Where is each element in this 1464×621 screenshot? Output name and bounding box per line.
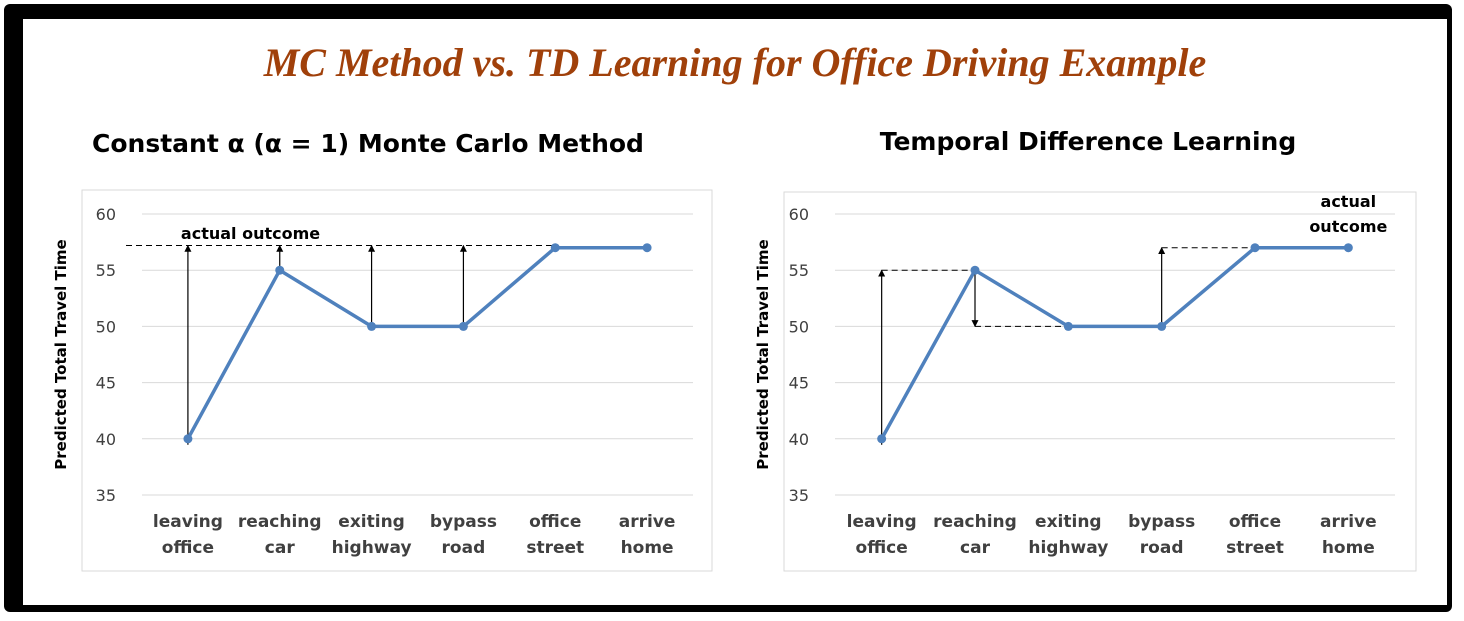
mc-chart-title: Constant α (α = 1) Monte Carlo Method bbox=[92, 129, 644, 158]
y-tick-label: 35 bbox=[789, 486, 809, 505]
chart-border bbox=[81, 189, 713, 572]
y-tick-label: 50 bbox=[96, 317, 116, 336]
data-point bbox=[275, 265, 285, 275]
x-tick-label: leaving office bbox=[847, 512, 917, 558]
y-tick-label: 45 bbox=[789, 374, 809, 393]
data-point bbox=[550, 243, 560, 253]
mc-chart: 35 40 45 50 55 60 Predicted Total Travel Time l… bbox=[52, 189, 713, 572]
x-tick-label: arrive home bbox=[1320, 512, 1377, 558]
data-point bbox=[642, 243, 652, 253]
data-point bbox=[1157, 321, 1167, 331]
y-tick-label: 55 bbox=[789, 261, 809, 280]
x-tick-label: leaving office bbox=[153, 512, 223, 558]
data-point bbox=[458, 321, 468, 331]
y-axis-label: Predicted Total Travel Time bbox=[52, 239, 70, 469]
x-tick-label: bypass road bbox=[430, 512, 497, 558]
chart-border bbox=[783, 191, 1417, 572]
data-point bbox=[1343, 243, 1353, 253]
x-tick-label: reaching car bbox=[933, 512, 1017, 558]
y-tick-label: 45 bbox=[96, 374, 116, 393]
y-tick-label: 60 bbox=[789, 205, 809, 224]
slide-area: MC Method vs. TD Learning for Office Dri… bbox=[23, 19, 1447, 605]
annotation-label: actual outcome bbox=[181, 224, 320, 243]
y-tick-label: 35 bbox=[96, 486, 116, 505]
annotation-label: actual outcome bbox=[1309, 192, 1387, 236]
x-tick-label: office street bbox=[526, 512, 584, 558]
series-line bbox=[880, 245, 1349, 440]
data-point bbox=[1250, 243, 1260, 253]
y-tick-label: 55 bbox=[96, 261, 116, 280]
y-tick-label: 50 bbox=[789, 317, 809, 336]
x-tick-label: exiting highway bbox=[332, 512, 412, 558]
data-point bbox=[183, 434, 193, 444]
x-tick-label: office street bbox=[1226, 512, 1284, 558]
series-line bbox=[186, 245, 648, 440]
data-point bbox=[1063, 321, 1073, 331]
x-tick-label: reaching car bbox=[238, 512, 322, 558]
data-point bbox=[970, 265, 980, 275]
td-chart-title: Temporal Difference Learning bbox=[879, 127, 1297, 156]
y-tick-label: 40 bbox=[789, 430, 809, 449]
x-tick-label: arrive home bbox=[619, 512, 676, 558]
y-axis-label: Predicted Total Travel Time bbox=[754, 239, 772, 469]
y-tick-label: 40 bbox=[96, 430, 116, 449]
x-tick-label: bypass road bbox=[1128, 512, 1195, 558]
x-tick-label: exiting highway bbox=[1028, 512, 1108, 558]
y-tick-label: 60 bbox=[96, 205, 116, 224]
outer-frame: MC Method vs. TD Learning for Office Dri… bbox=[4, 4, 1452, 612]
main-title: MC Method vs. TD Learning for Office Dri… bbox=[263, 40, 1207, 85]
data-point bbox=[877, 434, 887, 444]
data-point bbox=[367, 321, 377, 331]
td-chart: 35 40 45 50 55 60 Predicted Total Travel Time l… bbox=[754, 191, 1417, 572]
charts-canvas: 35 40 45 50 55 60 Predicted Total Travel Time l… bbox=[52, 189, 1417, 572]
